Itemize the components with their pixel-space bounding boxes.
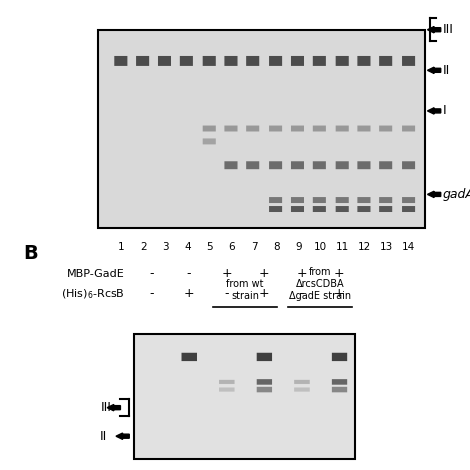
Text: 14: 14: [402, 242, 415, 252]
FancyArrow shape: [427, 67, 441, 73]
FancyArrow shape: [107, 405, 120, 411]
Text: 7: 7: [251, 242, 257, 252]
Text: from
ΔrcsCDBA
ΔgadE strain: from ΔrcsCDBA ΔgadE strain: [289, 267, 352, 301]
Text: 13: 13: [380, 242, 393, 252]
Text: from wt
strain: from wt strain: [227, 279, 264, 301]
Text: 10: 10: [314, 242, 327, 252]
Text: B: B: [23, 244, 38, 263]
Text: -: -: [224, 287, 229, 300]
Text: +: +: [184, 287, 194, 300]
Text: +: +: [334, 287, 345, 300]
Text: 6: 6: [228, 242, 235, 252]
Text: gadAp: gadAp: [443, 188, 470, 201]
FancyArrow shape: [427, 191, 441, 197]
Text: -: -: [149, 287, 154, 300]
Text: +: +: [334, 267, 345, 280]
FancyArrow shape: [116, 433, 129, 439]
Text: 5: 5: [206, 242, 213, 252]
Text: II: II: [443, 64, 450, 77]
Text: 1: 1: [118, 242, 125, 252]
Text: 9: 9: [295, 242, 302, 252]
Text: (His)$_6$-RcsB: (His)$_6$-RcsB: [61, 287, 125, 301]
Text: -: -: [149, 267, 154, 280]
Text: 11: 11: [336, 242, 349, 252]
FancyArrow shape: [427, 108, 441, 114]
Text: 4: 4: [184, 242, 191, 252]
Text: +: +: [221, 267, 232, 280]
FancyArrow shape: [427, 26, 441, 33]
Text: II: II: [100, 430, 107, 443]
Text: 2: 2: [140, 242, 147, 252]
Text: 8: 8: [273, 242, 280, 252]
Text: +: +: [296, 267, 307, 280]
Text: III: III: [443, 23, 454, 36]
Text: -: -: [299, 287, 304, 300]
Text: -: -: [187, 267, 191, 280]
Text: +: +: [258, 287, 269, 300]
Text: 3: 3: [162, 242, 169, 252]
Text: I: I: [443, 104, 446, 118]
Text: 12: 12: [358, 242, 371, 252]
Text: MBP-GadE: MBP-GadE: [67, 268, 125, 279]
Text: +: +: [258, 267, 269, 280]
Text: III: III: [101, 401, 111, 414]
